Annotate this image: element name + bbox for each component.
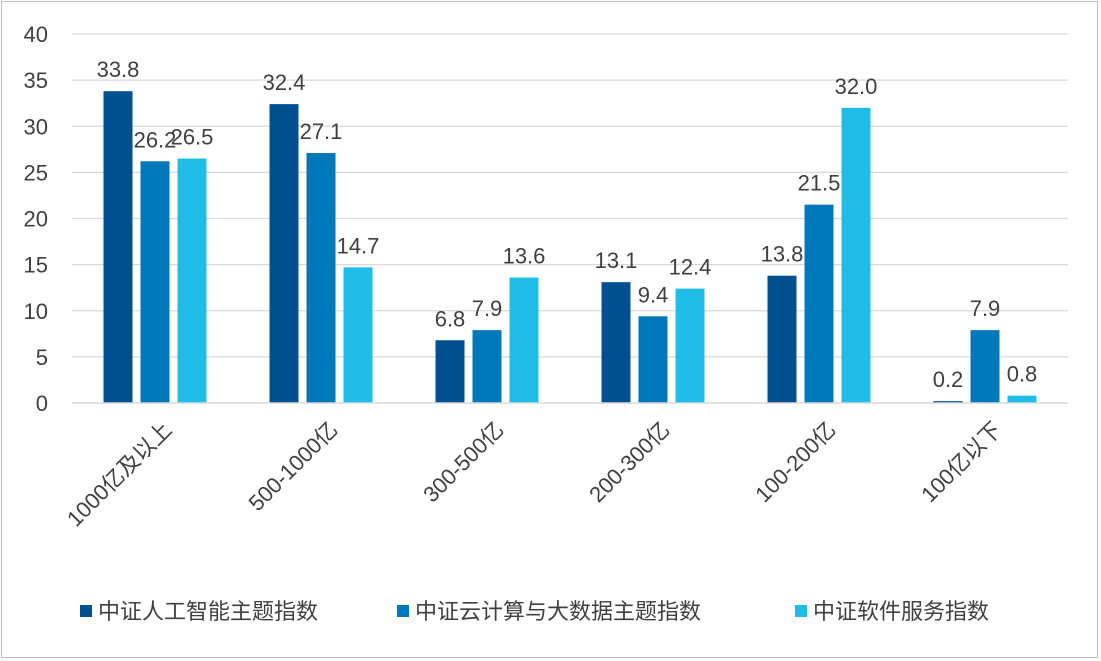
legend: 中证人工智能主题指数 中证云计算与大数据主题指数 中证软件服务指数: [80, 599, 989, 624]
x-category-label: 100亿以下: [916, 417, 1006, 507]
data-label: 14.7: [337, 233, 380, 258]
data-label: 13.8: [761, 242, 804, 267]
bar: [767, 275, 797, 403]
x-category-label: 1000亿及以上: [62, 417, 177, 532]
y-tick-label: 20: [24, 207, 48, 232]
bar: [841, 107, 871, 404]
bar: [970, 330, 1000, 403]
bar: [177, 158, 207, 403]
data-label: 33.8: [97, 57, 140, 82]
data-label: 12.4: [669, 255, 712, 280]
bars: [103, 91, 1037, 404]
y-axis-ticks: 0 5 10 15 20 25 30 35 40: [24, 22, 48, 416]
data-label: 7.9: [970, 296, 1001, 321]
x-category-label: 200-300亿: [584, 417, 674, 507]
data-label: 0.8: [1007, 362, 1038, 387]
data-labels: 33.826.226.532.427.114.76.8 7.913.6 13.19.…: [97, 57, 1038, 392]
y-tick-label: 5: [36, 345, 48, 370]
y-tick-label: 30: [24, 114, 48, 139]
y-tick-label: 35: [24, 68, 48, 93]
legend-label: 中证人工智能主题指数: [98, 599, 318, 624]
y-tick-label: 25: [24, 160, 48, 185]
data-label: 13.1: [595, 248, 638, 273]
x-category-label: 500-1000亿: [244, 417, 343, 516]
bar: [638, 316, 668, 403]
bar: [804, 204, 834, 403]
data-label: 9.4: [638, 282, 669, 307]
bar: [306, 153, 336, 403]
bar: [269, 104, 299, 404]
data-label: 26.2: [134, 127, 177, 152]
gridlines: [72, 33, 1068, 358]
data-label: 7.9: [472, 296, 503, 321]
bar: [675, 288, 705, 403]
data-label: 27.1: [300, 119, 343, 144]
bar: [103, 91, 133, 403]
data-label: 21.5: [798, 171, 841, 196]
data-label: 13.6: [503, 244, 546, 269]
bar: [343, 267, 373, 403]
y-tick-label: 10: [24, 299, 48, 324]
y-tick-label: 0: [36, 391, 48, 416]
data-label: 26.5: [171, 125, 214, 150]
y-tick-label: 40: [24, 22, 48, 47]
y-tick-label: 15: [24, 253, 48, 278]
bar: [933, 401, 963, 403]
legend-swatch: [397, 605, 409, 617]
bar: [601, 282, 631, 403]
x-axis-categories: 1000亿及以上 500-1000亿 300-500亿 200-300亿 100-200…: [62, 417, 1007, 532]
data-label: 32.0: [835, 74, 878, 99]
bar: [509, 277, 539, 403]
data-label: 32.4: [263, 70, 306, 95]
legend-label: 中证云计算与大数据主题指数: [415, 599, 701, 624]
bar: [1007, 395, 1037, 403]
bar: [140, 161, 170, 403]
bar: [435, 340, 465, 403]
legend-swatch: [80, 605, 92, 617]
x-category-label: 100-200亿: [750, 417, 840, 507]
legend-swatch: [795, 605, 807, 617]
data-label: 0.2: [933, 367, 964, 392]
bar: [472, 330, 502, 403]
legend-label: 中证软件服务指数: [813, 599, 989, 624]
x-category-label: 300-500亿: [418, 417, 508, 507]
data-label: 6.8: [435, 306, 466, 331]
